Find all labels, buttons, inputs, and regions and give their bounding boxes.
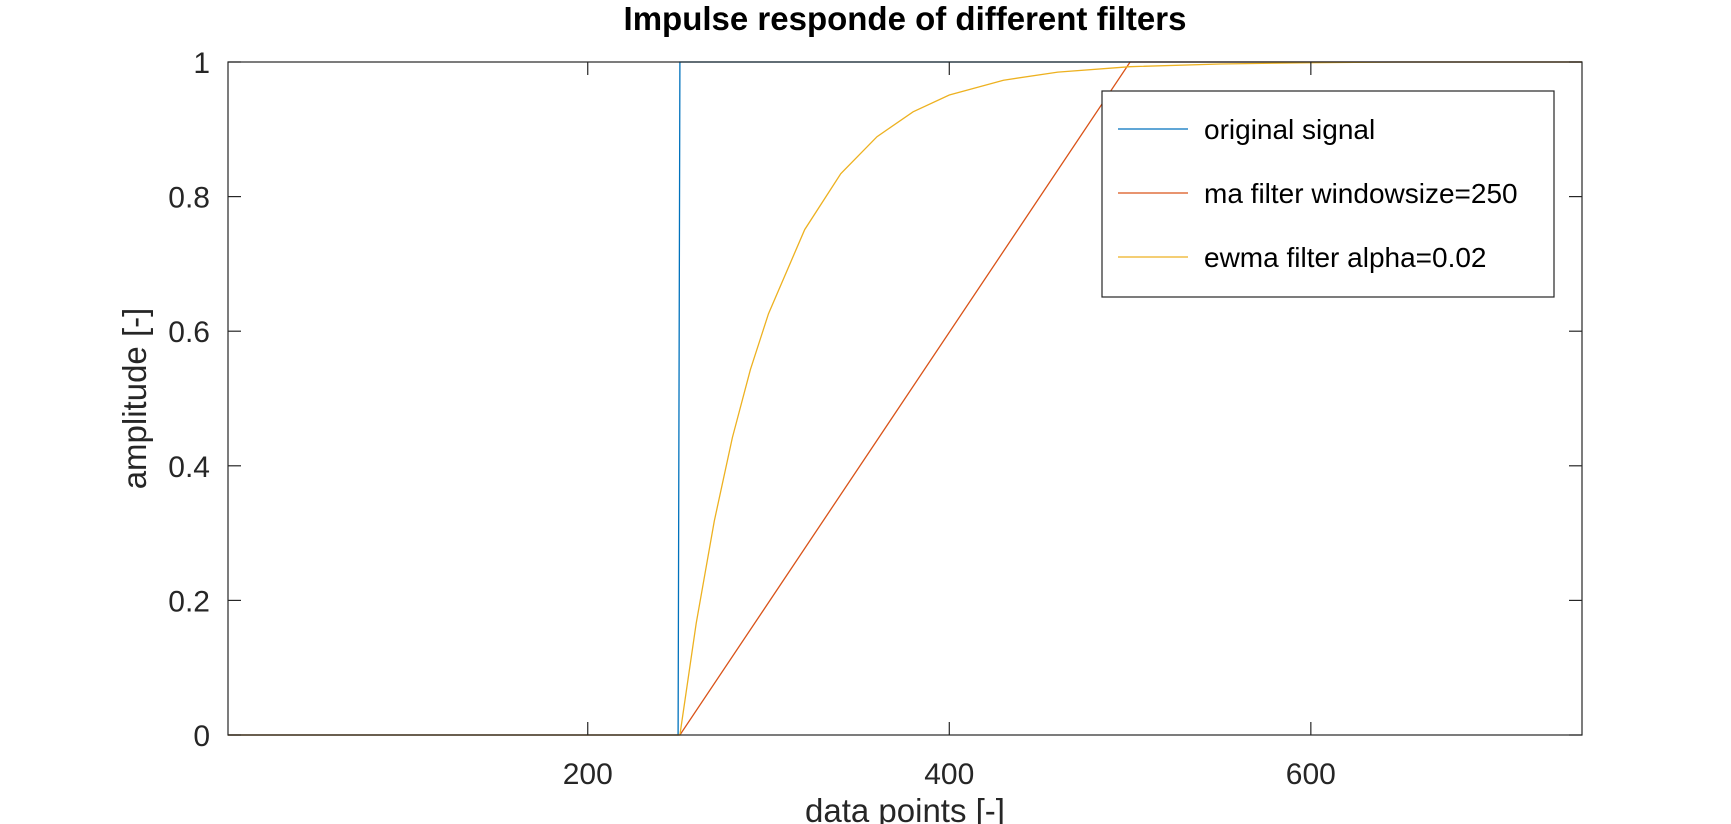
y-tick-label: 0.6 [168, 316, 210, 349]
y-axis-label: amplitude [-] [116, 308, 153, 490]
y-tick-label: 1 [193, 47, 210, 80]
legend-label-1: ma filter windowsize=250 [1204, 178, 1518, 209]
legend[interactable]: original signal ma filter windowsize=250 e… [1101, 90, 1555, 298]
chart-title: Impulse responde of different filters [624, 0, 1187, 37]
axes-layer: 200 400 600 0 0.2 0.4 0.6 0.8 1 [168, 47, 1583, 791]
x-axis-label: data points [-] [805, 792, 1005, 824]
x-tick-label: 200 [563, 758, 613, 791]
y-tick-label: 0 [193, 720, 210, 753]
x-tick-label: 400 [924, 758, 974, 791]
legend-label-2: ewma filter alpha=0.02 [1204, 242, 1487, 273]
x-tick-label: 600 [1286, 758, 1336, 791]
series-line-2 [228, 61, 1582, 736]
y-tick-label: 0.4 [168, 451, 210, 484]
axes-box [227, 61, 1583, 736]
y-tick-label: 0.8 [168, 182, 210, 215]
y-tick-label: 0.2 [168, 585, 210, 618]
legend-box [1101, 90, 1555, 298]
legend-label-0: original signal [1204, 114, 1375, 145]
